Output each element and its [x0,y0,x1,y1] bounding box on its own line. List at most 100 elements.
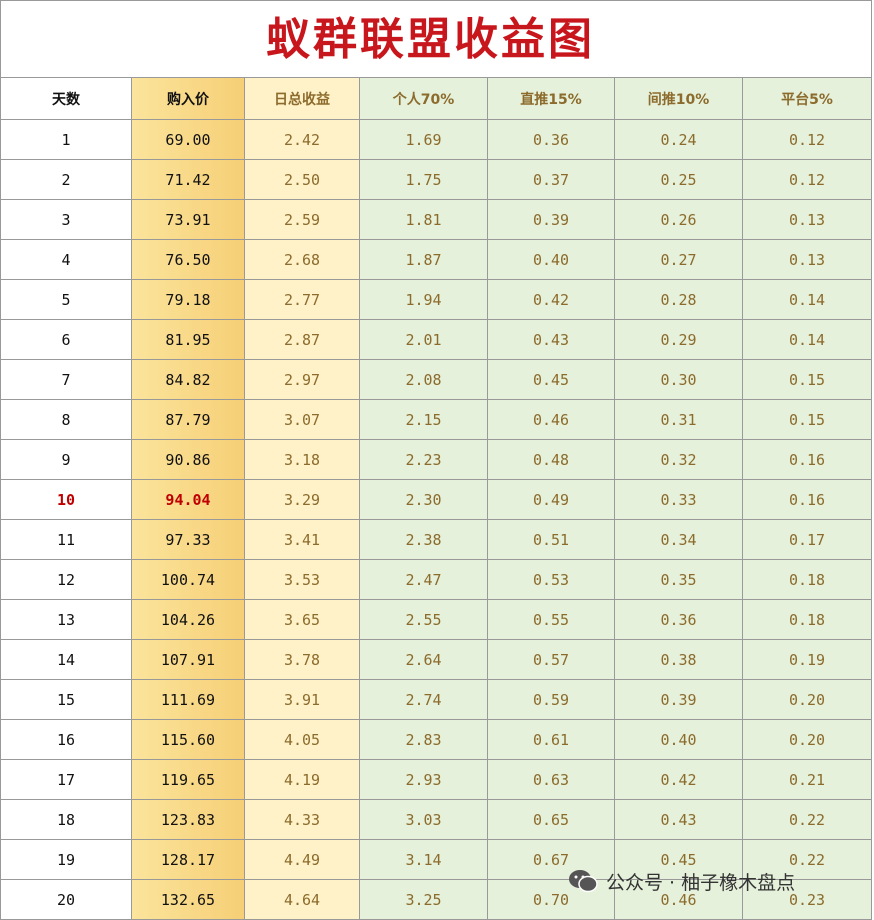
table-cell: 79.18 [132,280,245,320]
table-cell: 3.25 [360,880,488,920]
table-cell: 0.67 [488,840,615,880]
table-cell: 0.31 [615,400,743,440]
table-cell: 3.41 [245,520,360,560]
table-cell: 0.14 [743,320,872,360]
table-cell: 2.01 [360,320,488,360]
table-cell: 11 [0,520,132,560]
table-cell: 2.68 [245,240,360,280]
table-cell: 123.83 [132,800,245,840]
table-cell: 0.22 [743,800,872,840]
table-cell: 2.55 [360,600,488,640]
table-cell: 2.50 [245,160,360,200]
table-cell: 0.39 [488,200,615,240]
table-cell: 119.65 [132,760,245,800]
table-cell: 0.12 [743,160,872,200]
table-cell: 2.38 [360,520,488,560]
table-cell: 0.18 [743,560,872,600]
table-cell: 14 [0,640,132,680]
table-cell: 17 [0,760,132,800]
table-cell: 115.60 [132,720,245,760]
table-cell: 0.17 [743,520,872,560]
table-cell: 0.43 [488,320,615,360]
table-cell: 2.42 [245,120,360,160]
table-cell: 0.39 [615,680,743,720]
table-cell: 0.36 [615,600,743,640]
table-cell: 1.75 [360,160,488,200]
table-cell: 0.26 [615,200,743,240]
table-cell: 0.51 [488,520,615,560]
table-cell: 6 [0,320,132,360]
table-cell: 0.40 [488,240,615,280]
table-cell: 0.22 [743,840,872,880]
table-cell: 3.78 [245,640,360,680]
table-cell: 2.15 [360,400,488,440]
table-cell: 2.93 [360,760,488,800]
table-cell: 2.08 [360,360,488,400]
watermark: 公众号 · 柚子橡木盘点 [568,864,795,898]
table-cell: 2.83 [360,720,488,760]
table-cell: 0.20 [743,720,872,760]
table-cell: 4.49 [245,840,360,880]
table-cell: 0.20 [743,680,872,720]
table-cell: 3.14 [360,840,488,880]
table-cell: 0.45 [488,360,615,400]
table-cell: 0.45 [615,840,743,880]
table-cell: 0.49 [488,480,615,520]
table-cell: 0.15 [743,400,872,440]
table-cell: 84.82 [132,360,245,400]
table-cell: 90.86 [132,440,245,480]
table-cell: 2.64 [360,640,488,680]
table-cell: 3.03 [360,800,488,840]
table-cell: 4.19 [245,760,360,800]
table-cell: 128.17 [132,840,245,880]
table-cell: 4.33 [245,800,360,840]
table-cell: 12 [0,560,132,600]
table-cell: 3 [0,200,132,240]
table-cell: 2.59 [245,200,360,240]
header-cell: 购入价 [132,78,245,120]
table-cell: 81.95 [132,320,245,360]
table-cell: 0.55 [488,600,615,640]
table-cell: 87.79 [132,400,245,440]
table-cell: 2.74 [360,680,488,720]
table-cell: 0.59 [488,680,615,720]
table-cell: 0.13 [743,240,872,280]
table-cell: 0.16 [743,440,872,480]
table-cell: 0.38 [615,640,743,680]
table-cell: 132.65 [132,880,245,920]
table-cell: 0.18 [743,600,872,640]
table-cell: 0.30 [615,360,743,400]
table-cell: 9 [0,440,132,480]
table-cell: 0.28 [615,280,743,320]
table-cell: 73.91 [132,200,245,240]
table-cell: 76.50 [132,240,245,280]
table-cell: 5 [0,280,132,320]
table-cell: 0.53 [488,560,615,600]
table-cell: 0.19 [743,640,872,680]
header-cell: 日总收益 [245,78,360,120]
table-cell: 0.37 [488,160,615,200]
title: 蚁群联盟收益图 [0,0,872,78]
table-cell: 104.26 [132,600,245,640]
table-cell: 20 [0,880,132,920]
table-cell: 13 [0,600,132,640]
table-cell: 0.33 [615,480,743,520]
table-cell: 0.57 [488,640,615,680]
table-cell: 2.23 [360,440,488,480]
table-cell: 10 [0,480,132,520]
table-cell: 4.05 [245,720,360,760]
table-cell: 0.42 [615,760,743,800]
table-cell: 3.53 [245,560,360,600]
table-cell: 2.47 [360,560,488,600]
table-cell: 0.32 [615,440,743,480]
table-cell: 19 [0,840,132,880]
table-cell: 0.27 [615,240,743,280]
table-cell: 0.46 [488,400,615,440]
header-cell: 平台5% [743,78,872,120]
table-cell: 0.42 [488,280,615,320]
table-cell: 0.25 [615,160,743,200]
table-cell: 2 [0,160,132,200]
header-cell: 直推15% [488,78,615,120]
table-cell: 18 [0,800,132,840]
